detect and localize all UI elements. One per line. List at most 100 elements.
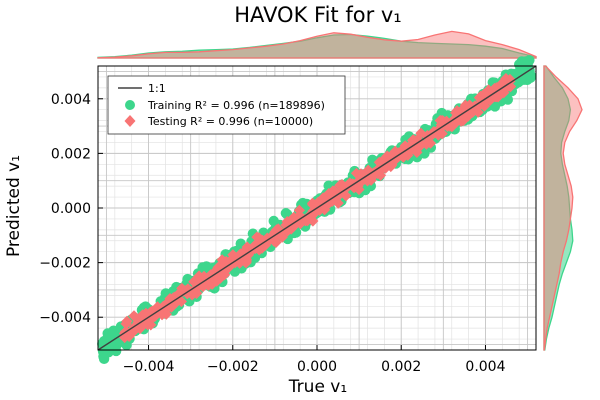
testing-point	[272, 223, 284, 235]
testing-point	[212, 271, 224, 283]
testing-point	[301, 215, 313, 227]
testing-point	[229, 257, 241, 269]
testing-point	[128, 323, 140, 335]
training-point	[436, 107, 447, 119]
testing-point	[227, 249, 239, 261]
training-point	[515, 73, 527, 84]
testing-point	[239, 256, 251, 268]
legend-box	[107, 75, 346, 135]
testing-point	[415, 127, 427, 139]
y-tick-label: 0.004	[51, 92, 91, 108]
training-point	[110, 345, 122, 357]
training-point	[280, 208, 292, 219]
testing-point	[331, 191, 343, 203]
training-point	[520, 56, 531, 67]
marginal-y-training-area	[543, 65, 574, 351]
testing-point	[504, 75, 516, 87]
testing-point	[427, 128, 439, 140]
testing-point	[121, 315, 133, 327]
testing-point	[472, 106, 484, 118]
testing-point	[411, 146, 423, 158]
testing-point	[160, 308, 172, 320]
training-point	[98, 338, 109, 349]
y-tick-label: −0.002	[39, 256, 91, 272]
testing-point	[295, 211, 307, 223]
testing-point	[197, 281, 209, 293]
testing-point	[150, 306, 162, 318]
testing-point	[256, 242, 268, 254]
marginal-density-x	[97, 30, 537, 59]
x-tick-label: 0.004	[465, 359, 505, 375]
legend-label-training: Training R² = 0.996 (n=189896)	[147, 99, 325, 112]
testing-point	[276, 231, 288, 243]
legend-marker-testing	[124, 115, 136, 127]
testing-point	[182, 283, 194, 295]
testing-point	[151, 301, 164, 313]
testing-point	[251, 231, 263, 243]
training-point	[525, 72, 536, 83]
testing-point	[492, 87, 504, 99]
testing-point	[432, 126, 444, 138]
testing-point	[373, 156, 385, 168]
testing-point	[188, 275, 200, 287]
testing-point	[482, 94, 494, 106]
legend-label-testing: Testing R² = 0.996 (n=10000)	[147, 115, 313, 128]
testing-point	[294, 218, 306, 230]
y-tick-label: 0.000	[51, 201, 91, 217]
training-point	[98, 353, 110, 365]
testing-point	[437, 115, 449, 127]
testing-point	[288, 218, 300, 231]
chart-title: HAVOK Fit for v₁	[234, 3, 401, 27]
testing-point	[488, 83, 500, 95]
testing-point	[375, 169, 387, 181]
testing-point	[175, 295, 187, 308]
legend-label-identity: 1:1	[148, 82, 166, 95]
testing-point	[261, 233, 273, 245]
testing-point	[464, 99, 476, 111]
x-tick-label: −0.002	[207, 359, 259, 375]
y-tick-label: −0.004	[39, 310, 91, 326]
x-axis-label: True v₁	[288, 377, 347, 397]
x-tick-label: 0.002	[381, 359, 421, 375]
testing-point	[242, 249, 254, 261]
marginal-density-y	[543, 65, 583, 351]
legend-testing-name: Testing	[147, 115, 187, 128]
testing-point	[407, 134, 419, 146]
testing-point	[478, 88, 490, 100]
testing-point	[317, 192, 329, 204]
testing-point	[340, 182, 352, 194]
legend: 1:1 Training R² = 0.996 (n=189896) Testi…	[107, 75, 346, 135]
legend-training-stat: R² = 0.996 (n=189896)	[195, 99, 325, 112]
testing-point	[367, 170, 379, 182]
testing-point	[319, 204, 331, 216]
axis-ticks	[98, 98, 486, 350]
testing-point	[361, 170, 373, 183]
x-tick-labels: −0.004 −0.002 0.000 0.002 0.004	[123, 359, 506, 375]
testing-point	[270, 236, 282, 248]
legend-marker-training	[125, 100, 135, 110]
testing-point	[446, 121, 458, 133]
testing-point	[332, 197, 344, 209]
testing-point	[483, 84, 495, 96]
testing-point	[293, 204, 305, 216]
identity-line	[97, 65, 537, 351]
legend-testing-stat: R² = 0.996 (n=10000)	[190, 115, 313, 128]
marginal-y-testing-area	[543, 65, 583, 351]
testing-point	[193, 277, 205, 289]
testing-point	[173, 287, 185, 299]
testing-point	[323, 198, 335, 210]
testing-point	[307, 215, 319, 227]
x-tick-label: −0.004	[123, 359, 175, 375]
y-tick-label: 0.002	[51, 146, 91, 162]
testing-point	[393, 147, 405, 159]
legend-training-name: Training	[147, 99, 191, 112]
x-tick-label: 0.000	[297, 359, 337, 375]
testing-point	[186, 289, 198, 301]
testing-point	[142, 319, 154, 331]
testing-point	[218, 269, 230, 281]
testing-point	[280, 219, 292, 231]
testing-point	[191, 287, 203, 299]
marginal-x-testing-area	[97, 30, 537, 59]
testing-point	[257, 236, 269, 248]
y-axis-label: Predicted v₁	[4, 155, 24, 257]
